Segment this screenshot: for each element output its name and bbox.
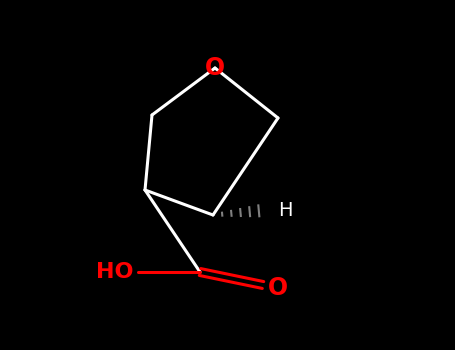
Text: O: O	[268, 276, 288, 300]
Text: HO: HO	[96, 262, 133, 282]
Text: H: H	[278, 201, 293, 219]
Text: O: O	[205, 56, 225, 80]
